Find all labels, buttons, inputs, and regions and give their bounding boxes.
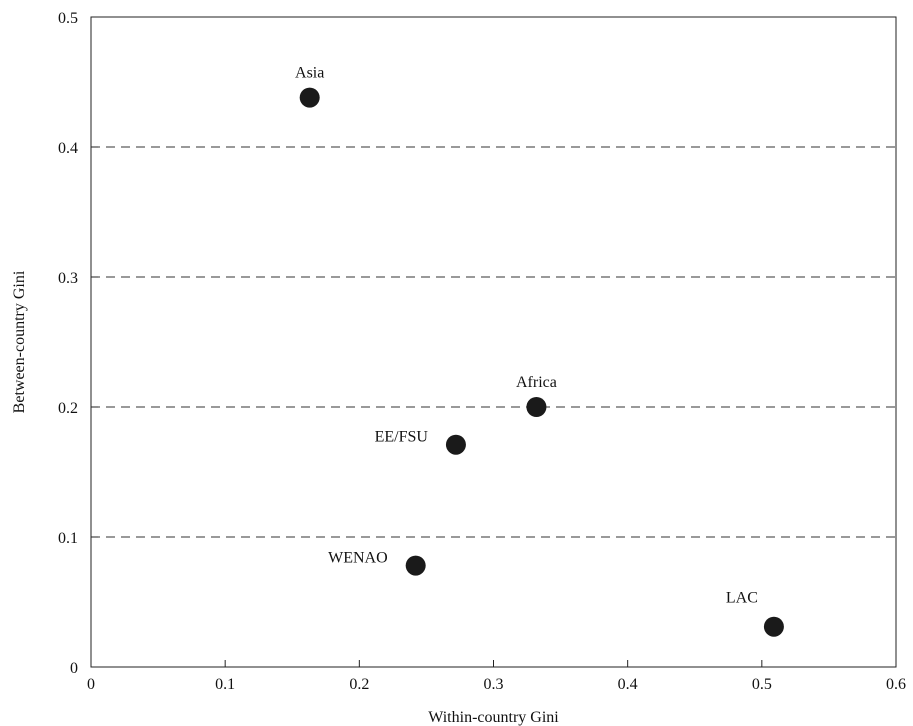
data-point-ee-fsu [445,434,466,455]
point-label-wenao: WENAO [328,550,388,567]
x-axis-ticks: 0 0.1 0.2 0.3 0.4 0.5 0.6 [87,660,906,693]
y-tick-label-4: 0.4 [58,140,78,157]
x-tick-label-2: 0.2 [349,676,369,693]
x-tick-label-3: 0.3 [484,676,504,693]
axes [90,16,897,668]
y-axis-ticks: 0 0.1 0.2 0.3 0.4 0.5 [58,10,98,677]
point-label-lac: LAC [726,590,758,607]
point-label-ee-fsu: EE/FSU [375,429,429,446]
y-axis-label: Between-country Gini [11,270,28,413]
point-label-asia: Asia [295,65,324,82]
x-tick-label-4: 0.4 [618,676,638,693]
y-tick-label-2: 0.2 [58,400,78,417]
x-tick-label-6: 0.6 [886,676,906,693]
plot-frame [90,16,897,668]
data-points: Asia Africa EE/FSU WENAO LAC [295,65,784,637]
y-tick-label-3: 0.3 [58,270,78,287]
x-tick-label-1: 0.1 [215,676,235,693]
data-point-wenao [405,555,426,576]
y-tick-label-0: 0 [70,660,78,677]
x-tick-label-0: 0 [87,676,95,693]
x-tick-label-5: 0.5 [752,676,772,693]
x-axis-label: Within-country Gini [428,709,559,726]
data-point-asia [299,87,320,108]
point-label-africa: Africa [516,374,557,391]
y-tick-label-5: 0.5 [58,10,78,27]
data-point-africa [526,397,547,417]
data-point-lac [763,616,784,637]
grid-lines [91,146,896,538]
y-tick-label-1: 0.1 [58,530,78,547]
